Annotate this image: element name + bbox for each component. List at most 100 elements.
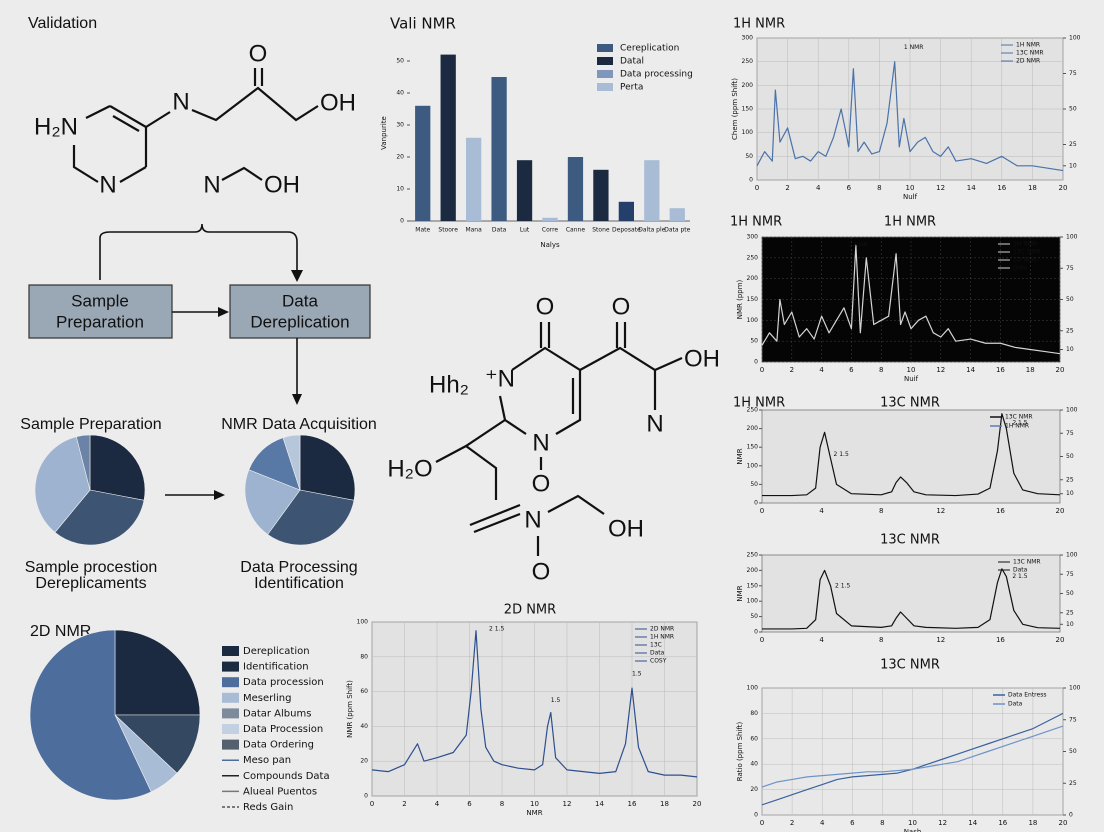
- x-tick-label: 12: [563, 800, 572, 808]
- box-label: Preparation: [56, 312, 144, 331]
- y-tick-label: 40: [750, 761, 758, 768]
- legend-label: Data processing: [620, 70, 693, 80]
- pie-slice: [244, 469, 301, 535]
- legend-label: Data Entress: [1008, 692, 1046, 699]
- x-tick-label: 12: [938, 819, 947, 827]
- legend-swatch: [597, 70, 613, 78]
- box: [229, 284, 371, 339]
- x-tick-label: 8: [877, 184, 881, 192]
- arrow-head: [291, 270, 303, 282]
- y-tick-label: 20: [396, 154, 404, 161]
- y-tick-label: 150: [747, 582, 759, 589]
- legend-swatch: [222, 739, 239, 750]
- y-axis-label: Chem (ppm Shift): [731, 78, 739, 140]
- x-tick-label: 8: [880, 819, 884, 827]
- y2-tick-label: 10: [1069, 162, 1077, 169]
- annotation: 1.5: [551, 697, 561, 704]
- chart-title: 2D NMR: [504, 603, 556, 618]
- pie-slice: [34, 436, 91, 533]
- caption: Dereplicaments: [35, 575, 146, 592]
- x-tick-label: 12: [936, 184, 945, 192]
- legend-label: Compounds Data: [243, 771, 330, 782]
- y-tick-label: 50: [745, 153, 753, 160]
- legend-label: Alueal Puentos: [243, 786, 317, 797]
- y2-tick-label: 50: [1069, 748, 1077, 755]
- pie-slice: [29, 629, 152, 801]
- x-tick-label: 16: [996, 636, 1005, 644]
- x-tick-label: 6: [850, 819, 855, 827]
- chart-title: 1H NMR: [733, 396, 785, 411]
- bond: [469, 503, 521, 527]
- y-tick-label: 0: [364, 793, 368, 800]
- bond: [435, 419, 506, 463]
- y2-tick-label: 75: [1069, 70, 1077, 77]
- legend-label: Data: [1013, 265, 1028, 272]
- x-tick-label: 4: [819, 366, 824, 374]
- x-tick-label: 16: [997, 184, 1006, 192]
- x-tick-label: Deposate: [612, 227, 641, 234]
- y-tick-label: 60: [750, 735, 758, 742]
- box-label: Sample: [71, 291, 129, 310]
- y-tick-label: 60: [360, 688, 368, 695]
- atom-label: Hh₂: [429, 371, 469, 398]
- y2-tick-label: 100: [1066, 552, 1078, 559]
- legend-label: 2D NMR: [1013, 257, 1037, 264]
- y-axis-label: Ratio (ppm Shift): [736, 721, 744, 781]
- y2-tick-label: 75: [1066, 430, 1074, 437]
- pie-slice: [89, 434, 146, 501]
- legend-swatch: [222, 724, 239, 734]
- y2-tick-label: 25: [1066, 327, 1074, 334]
- x-tick-label: 16: [628, 800, 637, 808]
- legend-label: Meserling: [243, 693, 292, 704]
- x-tick-label: 18: [1026, 366, 1035, 374]
- bar: [516, 160, 533, 221]
- legend-label: 2D NMR: [650, 626, 674, 633]
- x-tick-label: 14: [595, 800, 604, 808]
- atom-label: OH: [608, 515, 644, 542]
- atom-label: N: [203, 171, 220, 198]
- x-tick-label: 4: [435, 800, 440, 808]
- x-tick-label: 0: [760, 366, 764, 374]
- atom-label: O: [532, 470, 551, 497]
- y-tick-label: 80: [360, 653, 368, 660]
- y-tick-label: 0: [754, 629, 758, 636]
- x-tick-label: Mana: [465, 227, 482, 234]
- x-tick-label: 8: [500, 800, 504, 808]
- y-tick-label: 200: [742, 82, 754, 89]
- annotation: 1 NMR: [904, 44, 924, 51]
- y2-tick-label: 75: [1066, 265, 1074, 272]
- y-tick-label: 150: [747, 296, 759, 303]
- y-axis-label: NMR (ppm Shift): [346, 680, 354, 738]
- y-tick-label: 100: [747, 598, 759, 605]
- legend-label: 1H NMR: [650, 634, 674, 641]
- y-tick-label: 250: [742, 58, 754, 65]
- bond: [465, 445, 498, 500]
- x-tick-label: 8: [879, 366, 883, 374]
- bond: [547, 494, 605, 515]
- connector: [99, 223, 298, 280]
- x-tick-label: 8: [879, 507, 883, 515]
- y-tick-label: 50: [750, 481, 758, 488]
- bar: [491, 77, 507, 221]
- bar: [567, 157, 584, 221]
- legend-label: Reds Gain: [243, 802, 293, 813]
- y-tick-label: 300: [747, 234, 759, 241]
- box: [28, 284, 173, 339]
- legend-swatch: [222, 692, 239, 703]
- chart-title: 1H NMR: [730, 215, 782, 230]
- y-tick-label: 20: [750, 786, 758, 793]
- y-tick-label: 50: [396, 58, 404, 65]
- x-tick-label: 6: [849, 366, 854, 374]
- y2-tick-label: 10: [1066, 346, 1074, 353]
- x-tick-label: 0: [760, 507, 764, 515]
- y2-tick-label: 25: [1066, 609, 1074, 616]
- bar: [618, 201, 634, 221]
- atom-label: H₂O: [387, 455, 432, 482]
- series-line: [761, 244, 1061, 355]
- x-tick-label: 2: [790, 819, 794, 827]
- x-tick-label: 12: [936, 636, 945, 644]
- legend-label: Cereplication: [620, 44, 679, 54]
- annotation: 1 NMR: [848, 242, 868, 249]
- x-tick-label: 20: [693, 800, 702, 808]
- bond: [473, 512, 521, 534]
